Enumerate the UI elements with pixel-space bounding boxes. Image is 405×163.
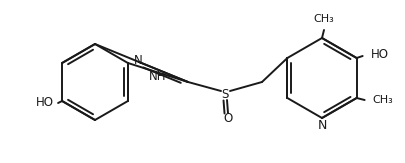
Text: HO: HO <box>36 96 54 110</box>
Text: S: S <box>221 89 229 102</box>
Text: CH₃: CH₃ <box>373 95 393 105</box>
Text: HO: HO <box>371 47 389 60</box>
Text: N: N <box>317 119 327 132</box>
Text: NH: NH <box>148 70 166 83</box>
Text: O: O <box>224 111 232 125</box>
Text: N: N <box>134 54 143 67</box>
Text: CH₃: CH₃ <box>313 14 335 24</box>
